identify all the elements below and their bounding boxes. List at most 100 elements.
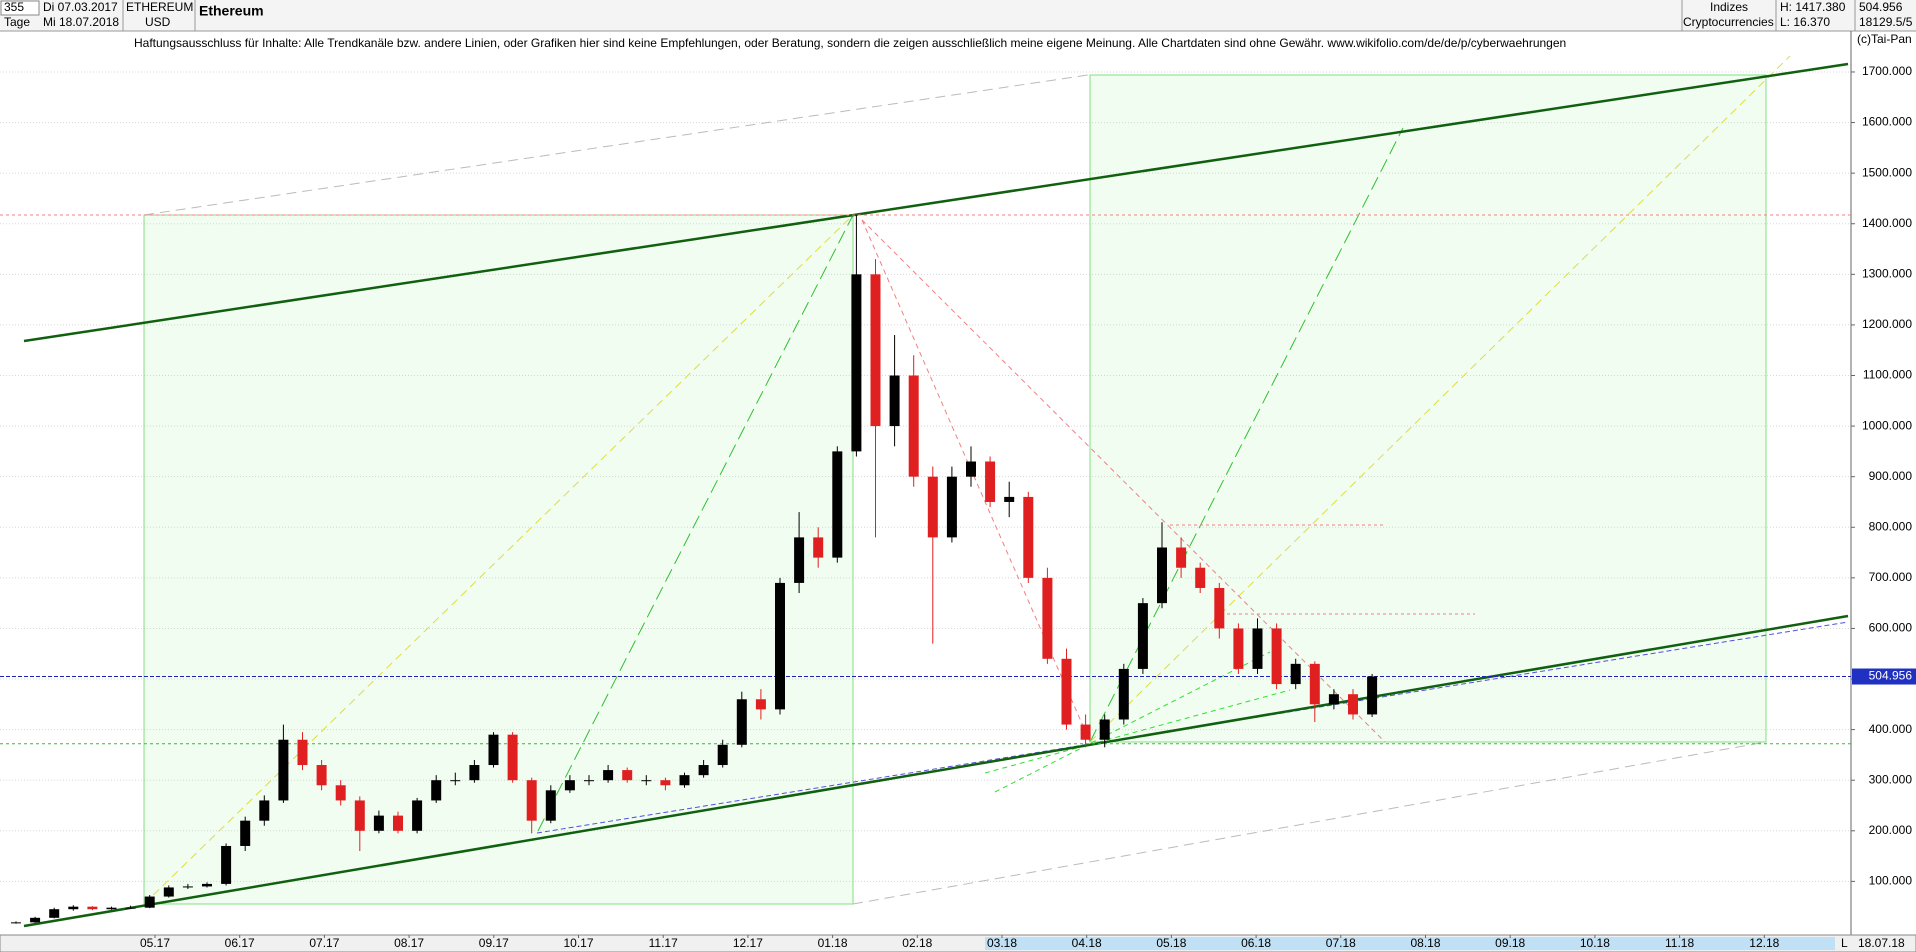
x-tick-label: 05.17 [140, 936, 170, 950]
drawings [23, 55, 1849, 928]
candle-body [717, 744, 728, 766]
candle-body [259, 800, 270, 821]
candle-body [1233, 628, 1244, 669]
x-tick-label: 11.17 [649, 936, 678, 950]
candle-body [335, 785, 346, 801]
x-tick-label: 07.17 [309, 936, 339, 950]
candle-body [698, 765, 709, 776]
candle-body [450, 780, 461, 782]
candle-body [908, 375, 919, 477]
candle-body [30, 917, 41, 923]
candle-body [966, 461, 976, 477]
y-tick-label: 300.000 [1869, 772, 1913, 786]
symbol: ETHEREUM [126, 0, 193, 14]
candle-body [1137, 603, 1148, 669]
trend-line [1089, 55, 1791, 743]
trend-line [537, 214, 854, 832]
candle-body [1176, 547, 1187, 568]
y-tick-label: 400.000 [1869, 722, 1913, 736]
subgroup: Cryptocurrencies [1683, 15, 1774, 29]
candle-body [985, 461, 996, 502]
candle-body [68, 906, 79, 910]
candle-body [182, 886, 193, 888]
candle-body [125, 907, 136, 909]
candle-body [1214, 587, 1225, 629]
last-info: 504.956 [1859, 0, 1903, 14]
end-date: 18.07.18 [1858, 936, 1905, 950]
x-tick-label: 08.17 [394, 936, 424, 950]
instrument-name: Ethereum [199, 3, 264, 19]
to-date: Mi 18.07.2018 [43, 15, 119, 29]
x-tick-label: 06.17 [225, 936, 255, 950]
candle-body [1348, 694, 1358, 715]
group: Indizes [1710, 0, 1748, 14]
extra-info: 18129.5/5 [1859, 15, 1913, 29]
y-tick-label: 1400.000 [1862, 216, 1912, 230]
candle-body [431, 780, 442, 801]
high-info: H: 1417.380 [1780, 0, 1846, 14]
disclaimer: Haftungsausschluss für Inhalte: Alle Tre… [134, 36, 1566, 50]
candle-body [564, 780, 575, 791]
x-tick-label: 10.18 [1580, 936, 1610, 950]
candle-body [373, 815, 384, 831]
candle-body [526, 780, 537, 821]
candle-body [545, 790, 556, 821]
candle-body [393, 815, 403, 831]
candle-body [1099, 719, 1110, 740]
y-tick-label: 900.000 [1869, 469, 1913, 483]
x-tick-label: 09.18 [1495, 936, 1525, 950]
x-tick-label: 10.17 [563, 936, 593, 950]
y-tick-label: 1700.000 [1862, 64, 1912, 78]
period[interactable]: Tage [4, 15, 30, 29]
candle-body [1042, 577, 1053, 659]
x-tick-label: 06.18 [1241, 936, 1271, 950]
x-tick-label: 09.17 [479, 936, 509, 950]
candle-body [1271, 628, 1282, 685]
visible-range [985, 937, 1835, 950]
candle-body [1309, 663, 1320, 705]
candle-body [412, 800, 423, 831]
x-tick-label: 05.18 [1156, 936, 1186, 950]
y-tick-label: 1200.000 [1862, 317, 1912, 331]
header: 355 Tage Di 07.03.2017 Mi 18.07.2018 ETH… [0, 0, 1916, 32]
x-tick-label: 07.18 [1326, 936, 1356, 950]
y-tick-label: 1000.000 [1862, 418, 1912, 432]
candles [11, 215, 1378, 924]
candle-body [1004, 496, 1015, 502]
x-tick-label: 04.18 [1072, 936, 1102, 950]
candle-body [1023, 496, 1034, 578]
last-marker [1852, 668, 1916, 685]
candle-body [775, 582, 785, 710]
y-tick-label: 200.000 [1869, 823, 1913, 837]
candle-body [106, 907, 117, 910]
trend-line [861, 219, 1091, 743]
trend-line [143, 214, 854, 905]
x-tick-label: 01.18 [818, 936, 848, 950]
currency: USD [145, 15, 171, 29]
header-bar [0, 0, 1916, 31]
y-tick-label: 100.000 [1869, 874, 1913, 888]
last-label: 504.956 [1869, 669, 1913, 683]
candle-body [851, 274, 862, 452]
count-box[interactable] [0, 0, 40, 16]
x-tick-label: 11.18 [1665, 936, 1694, 950]
trend-line [536, 621, 1849, 834]
y-tick-label: 1300.000 [1862, 266, 1912, 280]
candle-body [755, 699, 766, 710]
candle-body [221, 845, 232, 884]
candle-body [1061, 658, 1072, 725]
candle-body [297, 739, 308, 766]
candle-body [507, 734, 518, 781]
x-tick-label: 02.18 [902, 936, 932, 950]
low-info: L: 16.370 [1780, 15, 1830, 29]
candle-body [316, 765, 327, 786]
candle-body [946, 476, 957, 538]
trend-line [984, 689, 1291, 774]
x-tick-label: 03.18 [987, 936, 1017, 950]
copyright: (c)Tai-Pan [1857, 32, 1912, 46]
candle-body [870, 274, 881, 427]
candle-body [660, 780, 671, 786]
scale-mode[interactable]: L [1841, 936, 1848, 950]
candle-body [679, 775, 690, 786]
